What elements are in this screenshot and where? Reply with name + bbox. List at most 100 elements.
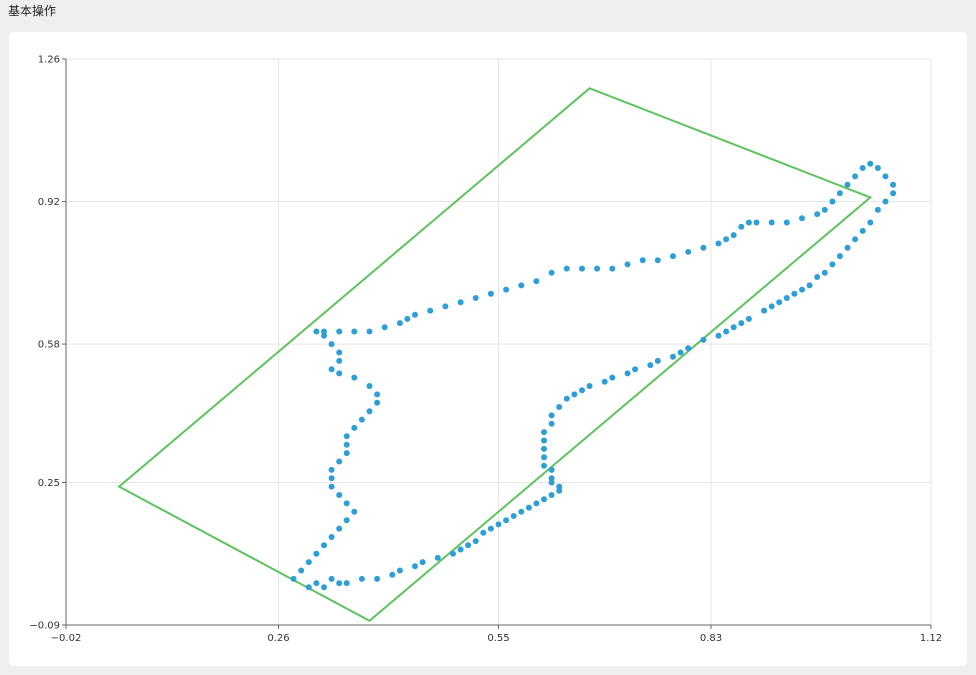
data-point	[313, 580, 320, 587]
data-point	[328, 483, 335, 490]
data-point	[336, 328, 343, 335]
page-title: 基本操作	[8, 4, 57, 18]
data-point	[579, 265, 585, 272]
data-point	[434, 554, 441, 561]
data-point	[647, 362, 654, 369]
data-point	[882, 198, 889, 205]
data-point	[814, 211, 821, 218]
data-point	[563, 265, 570, 272]
points-layer	[290, 160, 897, 591]
data-point	[328, 534, 335, 540]
data-point	[450, 550, 456, 557]
data-point	[768, 219, 775, 226]
data-point	[852, 173, 859, 180]
data-point	[541, 462, 547, 469]
data-point	[510, 513, 517, 519]
data-point	[336, 349, 343, 356]
data-point	[821, 269, 828, 276]
data-point	[745, 219, 752, 226]
data-point	[556, 487, 563, 494]
data-point	[670, 353, 676, 360]
data-point	[700, 244, 707, 251]
data-point	[882, 173, 889, 180]
data-point	[336, 357, 343, 364]
data-point	[601, 378, 608, 385]
data-point	[548, 269, 555, 276]
axis-layer: −0.02 0.26 0.55 0.83 1.12 −0.09 0.25 0.58 0.92 1.…	[29, 55, 942, 645]
data-point	[791, 290, 798, 297]
x-tick-label: −0.02	[51, 633, 82, 644]
data-point	[685, 248, 692, 255]
data-point	[487, 290, 494, 297]
data-point	[563, 395, 570, 402]
data-point	[457, 299, 464, 306]
data-point	[533, 278, 540, 285]
data-point	[366, 408, 373, 415]
data-point	[776, 299, 783, 306]
data-point	[396, 567, 403, 574]
data-point	[366, 328, 373, 335]
data-point	[579, 387, 585, 394]
data-point	[381, 324, 388, 331]
data-point	[806, 282, 813, 289]
data-point	[472, 538, 479, 545]
data-point	[836, 253, 843, 260]
data-point	[290, 575, 297, 582]
data-point	[730, 324, 737, 331]
bounding-polygon	[117, 87, 873, 623]
data-point	[821, 206, 828, 213]
data-point	[836, 190, 843, 197]
data-point	[366, 383, 373, 389]
data-point	[457, 546, 464, 553]
data-point	[518, 508, 525, 515]
data-point	[313, 550, 320, 557]
polygon-layer	[117, 87, 873, 623]
chart-card: −0.02 0.26 0.55 0.83 1.12 −0.09 0.25 0.58 0.92 1.…	[9, 32, 967, 666]
data-point	[374, 391, 381, 398]
data-point	[783, 219, 790, 226]
data-point	[624, 370, 631, 377]
data-point	[419, 559, 426, 566]
y-tick-label: 0.92	[38, 197, 60, 208]
data-point	[548, 466, 555, 473]
data-point	[328, 341, 335, 348]
data-point	[670, 253, 676, 260]
data-point	[738, 223, 745, 230]
data-point	[503, 517, 510, 524]
data-point	[829, 261, 836, 268]
data-point	[298, 567, 305, 574]
data-point	[609, 374, 616, 381]
data-point	[654, 257, 661, 264]
data-point	[594, 265, 601, 272]
data-point	[396, 320, 403, 327]
data-point	[336, 525, 343, 532]
data-point	[374, 575, 381, 582]
data-point	[336, 580, 343, 587]
data-point	[738, 320, 745, 327]
data-point	[442, 303, 449, 310]
x-tick-label: 1.12	[920, 633, 942, 644]
data-point	[351, 508, 358, 515]
data-point	[859, 165, 866, 171]
data-point	[844, 181, 851, 188]
data-point	[624, 261, 631, 268]
data-point	[541, 496, 547, 503]
x-tick-label: 0.55	[487, 633, 509, 644]
data-point	[867, 160, 874, 167]
data-point	[487, 525, 494, 532]
data-point	[844, 244, 851, 251]
data-point	[548, 475, 555, 482]
data-point	[351, 328, 358, 335]
data-point	[799, 215, 805, 222]
data-point	[518, 282, 525, 289]
data-point	[495, 521, 502, 528]
data-point	[715, 332, 722, 339]
data-point	[427, 307, 434, 314]
data-point	[343, 580, 350, 587]
data-point	[799, 286, 805, 293]
data-point	[328, 475, 335, 482]
data-point	[874, 206, 881, 213]
data-point	[328, 575, 335, 582]
data-point	[609, 265, 616, 272]
data-point	[328, 466, 335, 473]
